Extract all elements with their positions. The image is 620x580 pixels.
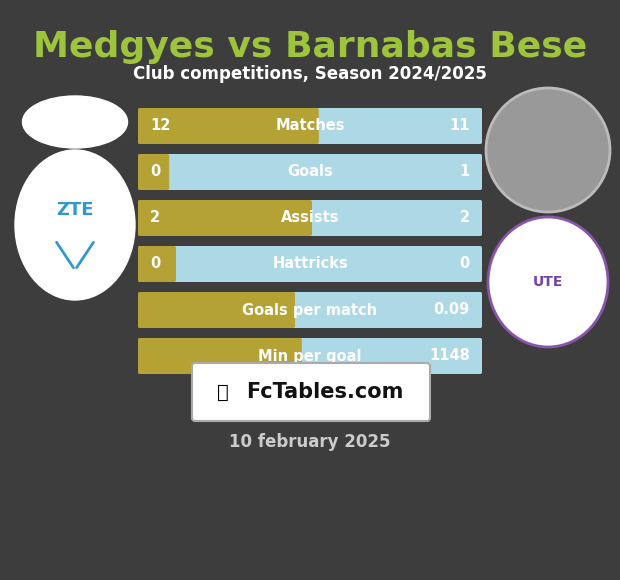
Text: 0: 0 [150, 165, 160, 179]
Text: Goals: Goals [287, 165, 333, 179]
Text: Hattricks: Hattricks [272, 256, 348, 271]
Text: 2: 2 [460, 211, 470, 226]
Circle shape [486, 88, 610, 212]
Ellipse shape [22, 96, 128, 148]
Text: Medgyes vs Barnabas Bese: Medgyes vs Barnabas Bese [33, 30, 587, 64]
Text: 1148: 1148 [429, 349, 470, 364]
FancyBboxPatch shape [138, 338, 302, 374]
FancyBboxPatch shape [192, 363, 430, 421]
FancyBboxPatch shape [138, 292, 482, 328]
Text: 0: 0 [150, 256, 160, 271]
Text: 1: 1 [460, 165, 470, 179]
FancyBboxPatch shape [165, 154, 482, 190]
FancyBboxPatch shape [138, 154, 169, 190]
Text: Goals per match: Goals per match [242, 303, 378, 317]
FancyBboxPatch shape [138, 200, 482, 236]
FancyBboxPatch shape [138, 108, 319, 144]
FancyBboxPatch shape [315, 108, 482, 144]
Text: 10 february 2025: 10 february 2025 [229, 433, 391, 451]
Text: 0: 0 [460, 256, 470, 271]
FancyBboxPatch shape [138, 292, 295, 328]
FancyBboxPatch shape [138, 108, 482, 144]
Text: Matches: Matches [275, 118, 345, 133]
Text: Min per goal: Min per goal [259, 349, 361, 364]
FancyBboxPatch shape [308, 200, 482, 236]
Text: Club competitions, Season 2024/2025: Club competitions, Season 2024/2025 [133, 65, 487, 83]
Text: Assists: Assists [281, 211, 339, 226]
FancyBboxPatch shape [298, 338, 482, 374]
Ellipse shape [15, 150, 135, 300]
FancyBboxPatch shape [172, 246, 482, 282]
FancyBboxPatch shape [138, 246, 176, 282]
Text: 0.09: 0.09 [434, 303, 470, 317]
Text: 11: 11 [450, 118, 470, 133]
FancyBboxPatch shape [138, 246, 482, 282]
Text: 2: 2 [150, 211, 160, 226]
FancyBboxPatch shape [138, 154, 482, 190]
Text: UTE: UTE [533, 275, 563, 289]
Text: 📊: 📊 [217, 382, 229, 401]
Ellipse shape [488, 217, 608, 347]
FancyBboxPatch shape [291, 292, 482, 328]
Text: ZTE: ZTE [56, 201, 94, 219]
Text: 12: 12 [150, 118, 170, 133]
FancyBboxPatch shape [138, 338, 482, 374]
Text: FcTables.com: FcTables.com [246, 382, 404, 402]
FancyBboxPatch shape [138, 200, 312, 236]
